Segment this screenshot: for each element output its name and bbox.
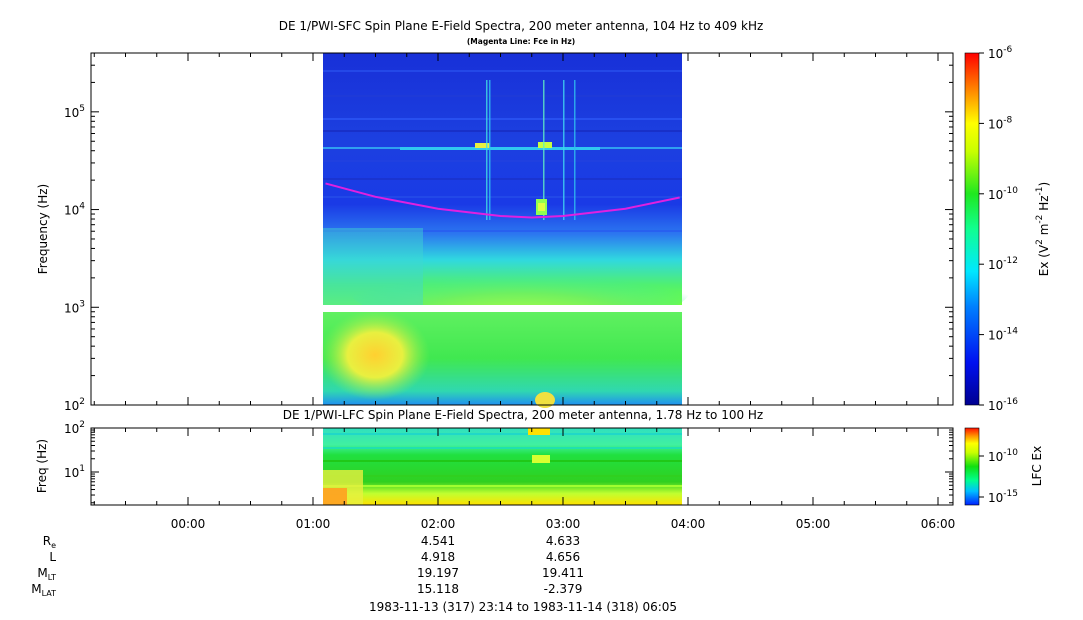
sfc-y-axis-label: Frequency (Hz) <box>36 184 50 275</box>
sfc-y-tick-label: 105 <box>64 104 85 120</box>
sfc-y-tick-label: 103 <box>64 299 85 315</box>
time-tick-label: 03:00 <box>546 517 581 531</box>
ephemeris-value: 19.197 <box>417 566 459 580</box>
ephemeris-value: -2.379 <box>544 582 583 596</box>
ephemeris-row-label: L <box>49 550 56 564</box>
ephemeris-value: 19.411 <box>542 566 584 580</box>
ephemeris-row-label: Re <box>43 534 56 550</box>
lfc-y-tick-label: 102 <box>64 420 85 436</box>
time-tick-label: 01:00 <box>296 517 331 531</box>
ephemeris-value: 4.541 <box>421 534 455 548</box>
sfc-data-gap <box>323 305 682 312</box>
fce-magenta-line <box>325 182 680 219</box>
sfc-colorbar-tick-label: 10-6 <box>988 45 1013 61</box>
time-tick-label: 00:00 <box>171 517 206 531</box>
sfc-colorbar-tick-label: 10-14 <box>988 327 1018 343</box>
lfc-colorbar-tick-label: 10-15 <box>988 489 1018 505</box>
time-range-label: 1983-11-13 (317) 23:14 to 1983-11-14 (31… <box>369 600 677 614</box>
lfc-title: DE 1/PWI-LFC Spin Plane E-Field Spectra,… <box>283 408 763 422</box>
sfc-plot-frame <box>90 52 954 406</box>
sfc-colorbar-tick-label: 10-10 <box>988 186 1018 202</box>
sfc-colorbar <box>964 52 980 406</box>
sfc-colorbar-label: Ex (V2 m-2 Hz-1) <box>1035 182 1051 276</box>
lfc-colorbar <box>964 427 980 506</box>
sfc-subtitle: (Magenta Line: Fce in Hz) <box>467 37 575 46</box>
time-tick-label: 02:00 <box>421 517 456 531</box>
lfc-colorbar-tick-label: 10-10 <box>988 448 1018 464</box>
lfc-colorbar-label: LFC Ex <box>1030 446 1044 486</box>
time-tick-label: 04:00 <box>671 517 706 531</box>
ephemeris-value: 4.918 <box>421 550 455 564</box>
sfc-colorbar-tick-label: 10-8 <box>988 115 1013 131</box>
sfc-colorbar-tick-label: 10-16 <box>988 397 1018 413</box>
ephemeris-row-label: MLT <box>37 566 56 582</box>
lfc-spectrogram <box>323 428 682 505</box>
sfc-y-tick-label: 104 <box>64 202 85 218</box>
lfc-y-axis-label: Freq (Hz) <box>35 439 49 493</box>
time-tick-label: 06:00 <box>921 517 956 531</box>
time-tick-label: 05:00 <box>796 517 831 531</box>
ephemeris-value: 15.118 <box>417 582 459 596</box>
sfc-spectrogram <box>320 53 690 408</box>
ephemeris-value: 4.656 <box>546 550 580 564</box>
lfc-plot-frame <box>90 427 954 506</box>
sfc-y-tick-label: 102 <box>64 397 85 413</box>
sfc-colorbar-tick-label: 10-12 <box>988 256 1018 272</box>
ephemeris-row-label: MLAT <box>31 582 56 598</box>
lfc-y-tick-label: 101 <box>64 464 85 480</box>
sfc-title: DE 1/PWI-SFC Spin Plane E-Field Spectra,… <box>279 19 764 33</box>
ephemeris-value: 4.633 <box>546 534 580 548</box>
